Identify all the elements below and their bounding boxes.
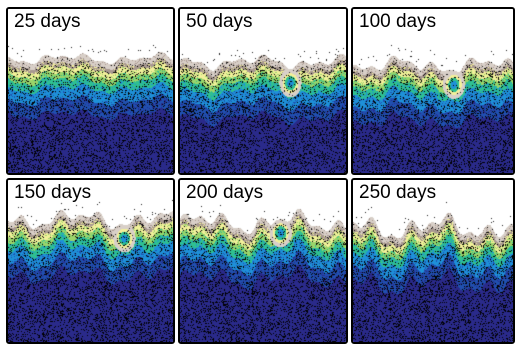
simulation-field: [8, 9, 173, 173]
simulation-field: [180, 180, 346, 342]
panel-label: 250 days: [359, 182, 437, 203]
panel-150-days: 150 days: [6, 178, 175, 344]
panel-label: 50 days: [186, 11, 253, 32]
simulation-field: [353, 9, 513, 173]
panel-250-days: 250 days: [351, 178, 515, 344]
simulation-field: [8, 180, 173, 342]
panel-100-days: 100 days: [351, 7, 515, 175]
panel-50-days: 50 days: [178, 7, 348, 175]
panel-label: 150 days: [14, 182, 92, 203]
simulation-field: [353, 180, 513, 342]
panel-200-days: 200 days: [178, 178, 348, 344]
panel-label: 100 days: [359, 11, 437, 32]
simulation-field: [180, 9, 346, 173]
panel-label: 200 days: [186, 182, 264, 203]
panel-label: 25 days: [14, 11, 81, 32]
panel-25-days: 25 days: [6, 7, 175, 175]
